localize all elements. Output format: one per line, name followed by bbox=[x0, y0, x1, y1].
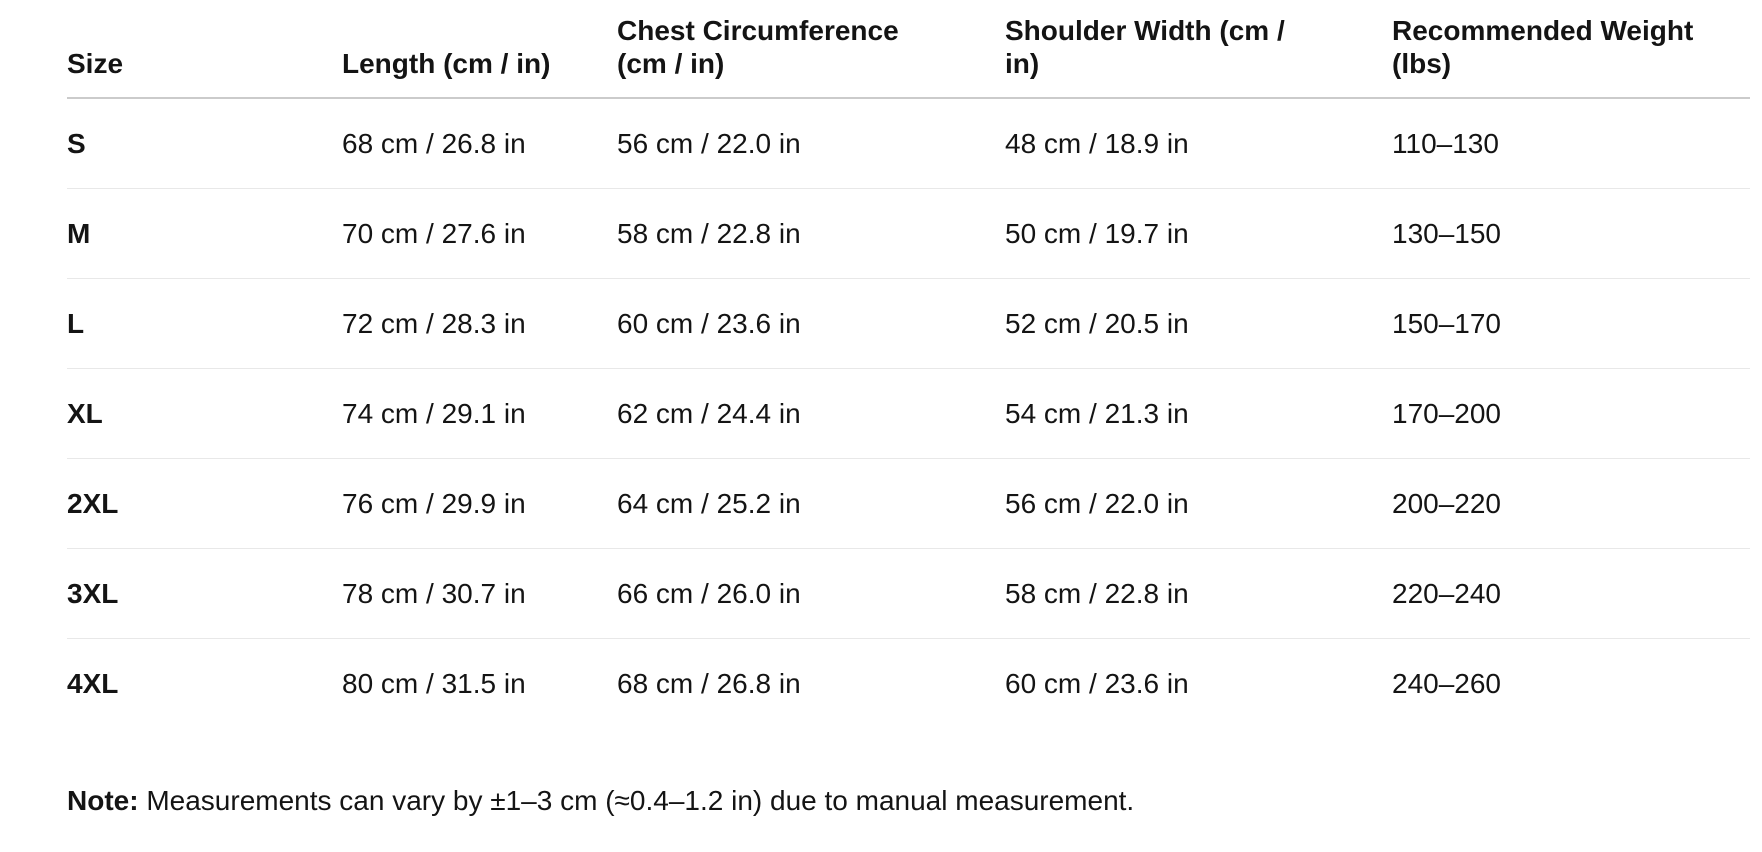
cell-shoulder: 58 cm / 22.8 in bbox=[1005, 548, 1392, 639]
column-header-weight: Recommended Weight (lbs) bbox=[1392, 0, 1750, 99]
size-chart-table: Size Length (cm / in) Chest Circumferenc… bbox=[67, 0, 1750, 728]
measurement-note: Note: Measurements can vary by ±1–3 cm (… bbox=[67, 784, 1750, 818]
cell-size: 2XL bbox=[67, 458, 342, 549]
column-header-chest: Chest Circumference (cm / in) bbox=[617, 0, 1005, 99]
cell-chest: 62 cm / 24.4 in bbox=[617, 368, 1005, 459]
cell-weight: 150–170 bbox=[1392, 278, 1750, 369]
cell-weight: 110–130 bbox=[1392, 98, 1750, 189]
size-table-body: S 68 cm / 26.8 in 56 cm / 22.0 in 48 cm … bbox=[67, 98, 1750, 728]
cell-size: M bbox=[67, 188, 342, 279]
cell-size: L bbox=[67, 278, 342, 369]
column-header-size: Size bbox=[67, 0, 342, 99]
cell-length: 74 cm / 29.1 in bbox=[342, 368, 617, 459]
cell-chest: 68 cm / 26.8 in bbox=[617, 667, 801, 699]
cell-length: 76 cm / 29.9 in bbox=[342, 458, 617, 549]
size-chart-page: Size Length (cm / in) Chest Circumferenc… bbox=[67, 0, 1750, 818]
table-row: XL 74 cm / 29.1 in 62 cm / 24.4 in 54 cm… bbox=[67, 368, 1750, 459]
cell-shoulder: 52 cm / 20.5 in bbox=[1005, 278, 1392, 369]
cell-size: 3XL bbox=[67, 548, 342, 639]
note-label: Note: bbox=[67, 785, 139, 816]
column-header-length: Length (cm / in) bbox=[342, 0, 617, 99]
cell-length: 70 cm / 27.6 in bbox=[342, 188, 617, 279]
cell-shoulder: 60 cm / 23.6 in bbox=[1005, 667, 1189, 699]
cell-chest: 58 cm / 22.8 in bbox=[617, 188, 1005, 279]
note-text: Measurements can vary by ±1–3 cm (≈0.4–1… bbox=[146, 785, 1135, 816]
cell-weight: 170–200 bbox=[1392, 368, 1750, 459]
cell-chest: 64 cm / 25.2 in bbox=[617, 458, 1005, 549]
cell-length: 72 cm / 28.3 in bbox=[342, 278, 617, 369]
table-header-row: Size Length (cm / in) Chest Circumferenc… bbox=[67, 0, 1750, 99]
cell-length: 78 cm / 30.7 in bbox=[342, 548, 617, 639]
cell-weight: 130–150 bbox=[1392, 188, 1750, 279]
cell-chest: 56 cm / 22.0 in bbox=[617, 98, 1005, 189]
cell-chest: 60 cm / 23.6 in bbox=[617, 278, 1005, 369]
column-header-shoulder: Shoulder Width (cm / in) bbox=[1005, 0, 1392, 99]
cell-length: 80 cm / 31.5 in bbox=[342, 667, 526, 699]
table-row: 4XL 80 cm / 31.5 in 68 cm / 26.8 in 60 c… bbox=[67, 639, 1750, 729]
cell-size: S bbox=[67, 98, 342, 189]
table-row: 3XL 78 cm / 30.7 in 66 cm / 26.0 in 58 c… bbox=[67, 548, 1750, 639]
cell-weight: 220–240 bbox=[1392, 548, 1750, 639]
cell-size: 4XL bbox=[67, 667, 119, 699]
cell-weight: 240–260 bbox=[1392, 667, 1502, 699]
cell-shoulder: 50 cm / 19.7 in bbox=[1005, 188, 1392, 279]
cell-shoulder: 48 cm / 18.9 in bbox=[1005, 98, 1392, 189]
table-row: L 72 cm / 28.3 in 60 cm / 23.6 in 52 cm … bbox=[67, 278, 1750, 369]
cell-shoulder: 56 cm / 22.0 in bbox=[1005, 458, 1392, 549]
cell-size: XL bbox=[67, 368, 342, 459]
table-row: 2XL 76 cm / 29.9 in 64 cm / 25.2 in 56 c… bbox=[67, 458, 1750, 549]
cell-weight: 200–220 bbox=[1392, 458, 1750, 549]
cell-chest: 66 cm / 26.0 in bbox=[617, 548, 1005, 639]
cell-shoulder: 54 cm / 21.3 in bbox=[1005, 368, 1392, 459]
table-row: M 70 cm / 27.6 in 58 cm / 22.8 in 50 cm … bbox=[67, 188, 1750, 279]
cell-length: 68 cm / 26.8 in bbox=[342, 98, 617, 189]
table-row: S 68 cm / 26.8 in 56 cm / 22.0 in 48 cm … bbox=[67, 98, 1750, 189]
